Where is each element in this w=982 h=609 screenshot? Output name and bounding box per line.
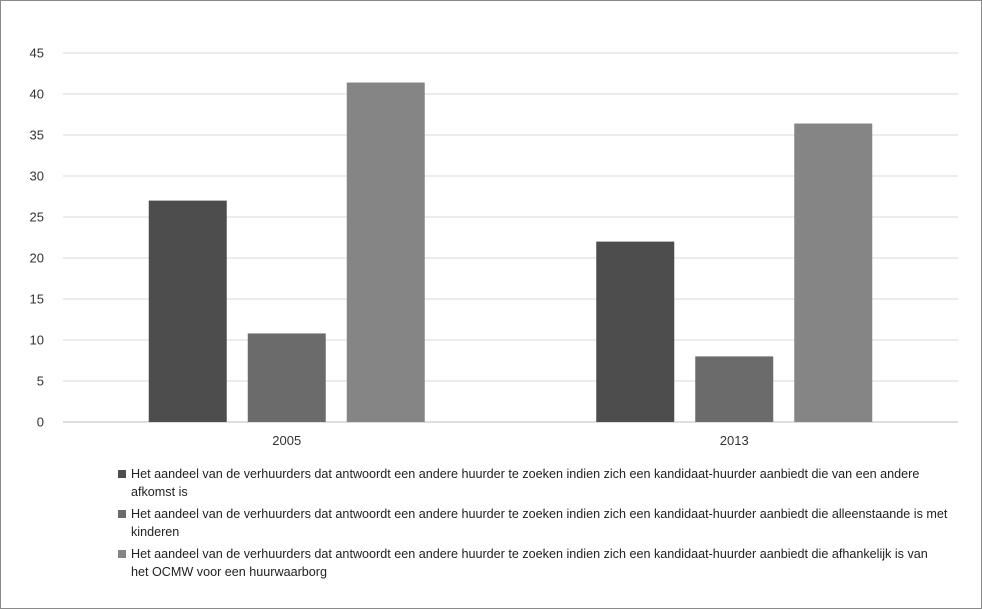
y-tick-label-45: 45 <box>30 46 44 61</box>
y-tick-label-30: 30 <box>30 169 44 184</box>
bar-2013-series-3 <box>794 123 873 423</box>
x-tick-label-2005: 2005 <box>272 433 301 448</box>
y-tick-label-35: 35 <box>30 128 44 143</box>
y-tick-label-15: 15 <box>30 292 44 307</box>
legend: Het aandeel van de verhuurders dat antwo… <box>118 466 948 586</box>
legend-swatch-3 <box>118 550 126 558</box>
bar-2005-series-1 <box>148 200 227 422</box>
legend-item-3: Het aandeel van de verhuurders dat antwo… <box>118 546 948 581</box>
legend-item-1: Het aandeel van de verhuurders dat antwo… <box>118 466 948 501</box>
x-tick-label-2013: 2013 <box>720 433 749 448</box>
legend-item-2: Het aandeel van de verhuurders dat antwo… <box>118 506 948 541</box>
y-tick-label-5: 5 <box>37 374 44 389</box>
bars <box>148 82 873 423</box>
y-axis-ticks: 0 5 10 15 20 25 30 35 40 45 <box>30 46 44 430</box>
y-tick-label-0: 0 <box>37 415 44 430</box>
legend-swatch-1 <box>118 470 126 478</box>
legend-swatch-2 <box>118 510 126 518</box>
bar-2005-series-3 <box>346 82 425 423</box>
y-tick-label-40: 40 <box>30 87 44 102</box>
bar-2013-series-2 <box>695 356 774 422</box>
legend-label-3: Het aandeel van de verhuurders dat antwo… <box>131 547 928 579</box>
y-tick-label-10: 10 <box>30 333 44 348</box>
legend-label-1: Het aandeel van de verhuurders dat antwo… <box>131 467 920 499</box>
legend-label-2: Het aandeel van de verhuurders dat antwo… <box>131 507 948 539</box>
x-axis-ticks: 2005 2013 <box>272 433 748 448</box>
y-tick-label-20: 20 <box>30 251 44 266</box>
bar-2013-series-1 <box>596 241 675 422</box>
y-tick-label-25: 25 <box>30 210 44 225</box>
bar-2005-series-2 <box>247 333 326 422</box>
